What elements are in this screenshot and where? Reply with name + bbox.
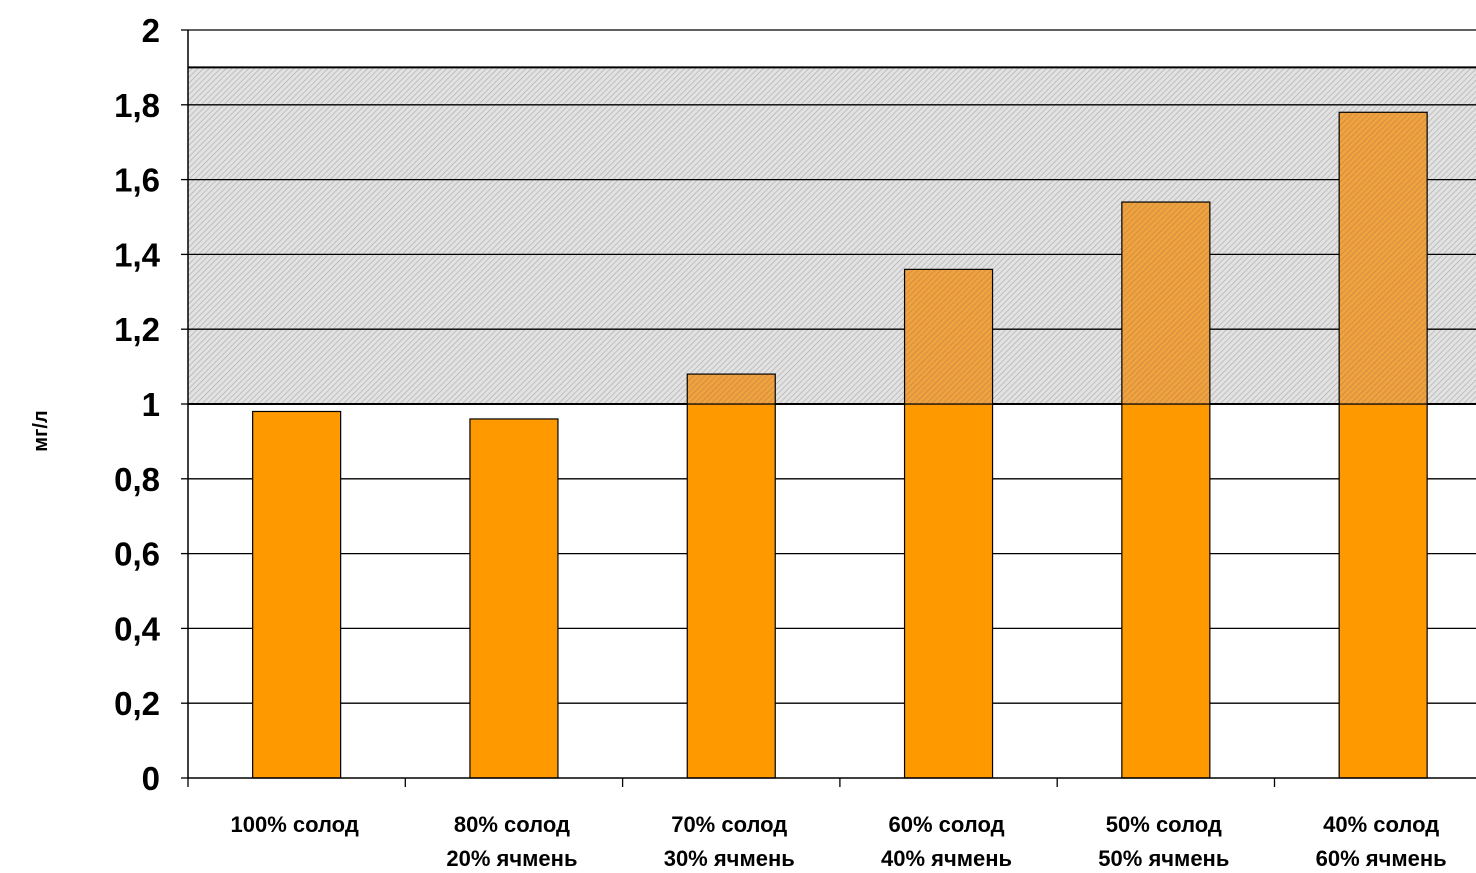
bars [252, 111, 1428, 779]
x-tick-label-line: 80% солод [454, 812, 570, 837]
bar-in-band [1121, 201, 1211, 405]
bar-in-band [903, 268, 994, 405]
bar-in-band [686, 373, 776, 405]
x-tick-label-line: 60% солод [889, 812, 1005, 837]
y-tick-label: 1,2 [114, 311, 160, 348]
bar [469, 418, 559, 779]
gridlines [188, 29, 1476, 704]
x-tick-label-line: 40% ячмень [881, 846, 1012, 871]
bar [903, 403, 994, 779]
bar [252, 410, 342, 779]
y-tick-label: 0,2 [114, 685, 160, 722]
y-tick-label: 0,4 [114, 610, 161, 647]
x-tick-label-line: 100% солод [230, 812, 358, 837]
x-tick-label: 80% солод 20% ячмень [446, 812, 577, 871]
bar-in-band [1338, 111, 1428, 405]
shaded-band-layer [188, 66, 1476, 405]
y-tick-label: 0 [142, 760, 160, 797]
x-tick-label-line: 50% ячмень [1098, 846, 1229, 871]
y-tick-label: 0,8 [114, 461, 160, 498]
y-tick-label: 0,6 [114, 536, 160, 573]
x-tick-label-line: 70% солод [671, 812, 787, 837]
labels: 0 0,2 0,4 0,6 0,8 1 1,2 1,4 1,6 1,8 2 100% солод 80%… [114, 12, 1447, 871]
y-axis-label: мг/л [30, 410, 52, 451]
x-tick-label-line: 50% солод [1106, 812, 1222, 837]
bar [686, 403, 776, 779]
y-tick-label: 1,8 [114, 87, 160, 124]
x-tick-label-line: 60% ячмень [1316, 846, 1447, 871]
x-tick-label-line: 30% ячмень [664, 846, 795, 871]
axes [181, 29, 1476, 787]
y-tick-label: 1,6 [114, 162, 160, 199]
x-tick-label: 50% солод 50% ячмень [1098, 812, 1229, 871]
x-tick-label: 70% солод 30% ячмень [664, 812, 795, 871]
x-tick-label-line: 20% ячмень [446, 846, 577, 871]
x-tick-label-line: 40% солод [1323, 812, 1439, 837]
bar [1121, 403, 1211, 779]
y-tick-label: 1 [142, 386, 160, 423]
x-tick-label: 40% солод 60% ячмень [1316, 812, 1447, 871]
x-tick-label: 60% солод 40% ячмень [881, 812, 1012, 871]
y-tick-label: 2 [142, 12, 160, 49]
bar [1338, 403, 1428, 779]
shaded-band [188, 67, 1476, 405]
x-tick-label: 100% солод [230, 812, 358, 837]
y-tick-label: 1,4 [114, 236, 161, 273]
